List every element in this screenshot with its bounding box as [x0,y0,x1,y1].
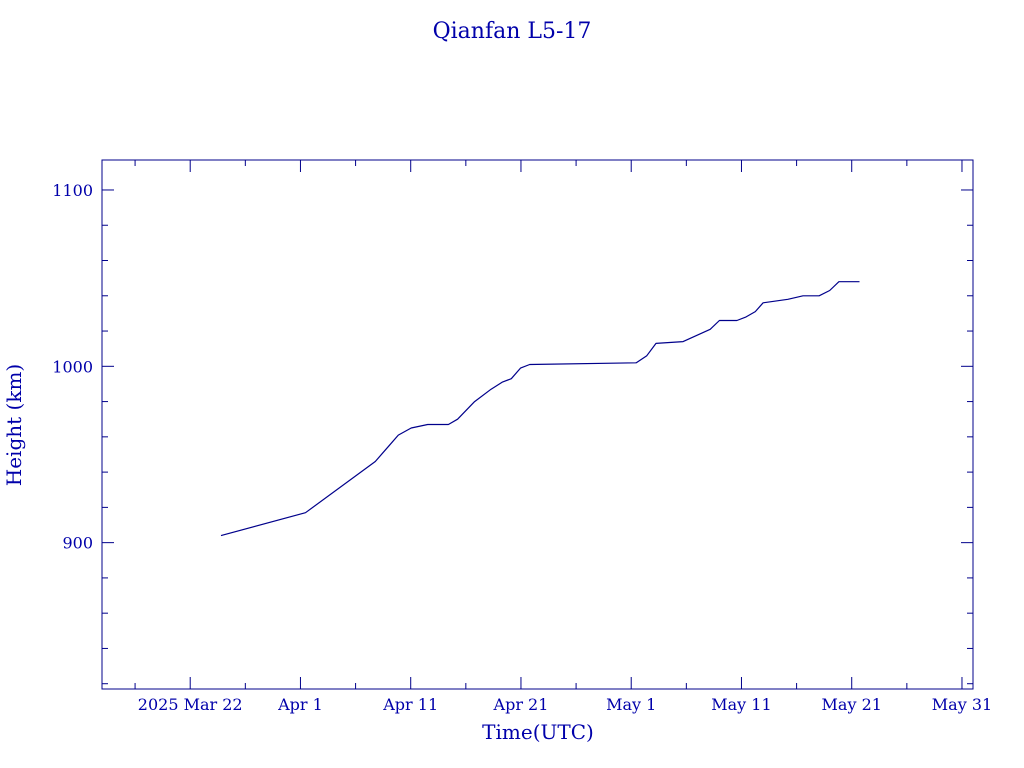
x-axis-tick-labels: 2025 Mar 22 Apr 1 Apr 11 Apr 21 May 1 May 11 M… [138,695,992,714]
x-tick-label: Apr 21 [493,695,549,714]
y-axis-tick-labels: 900 1000 1100 [52,181,93,553]
x-tick-label: Apr 11 [382,695,438,714]
x-tick-label: May 21 [822,695,882,714]
chart-title: Qianfan L5-17 [433,19,592,44]
plot-frame [101,159,974,690]
y-tick-label: 1100 [52,181,93,200]
y-tick-label: 1000 [52,357,93,376]
x-tick-label: Apr 1 [277,695,323,714]
y-axis-label: Height (km) [2,364,26,486]
x-axis-ticks [134,160,963,689]
x-tick-label: May 1 [606,695,656,714]
x-tick-label: May 31 [932,695,992,714]
series-line [220,281,860,537]
x-tick-label: May 11 [711,695,771,714]
y-axis-ticks [102,189,973,685]
y-tick-label: 900 [62,534,93,553]
x-tick-label: 2025 Mar 22 [138,695,243,714]
x-axis-label: Time(UTC) [482,720,594,744]
